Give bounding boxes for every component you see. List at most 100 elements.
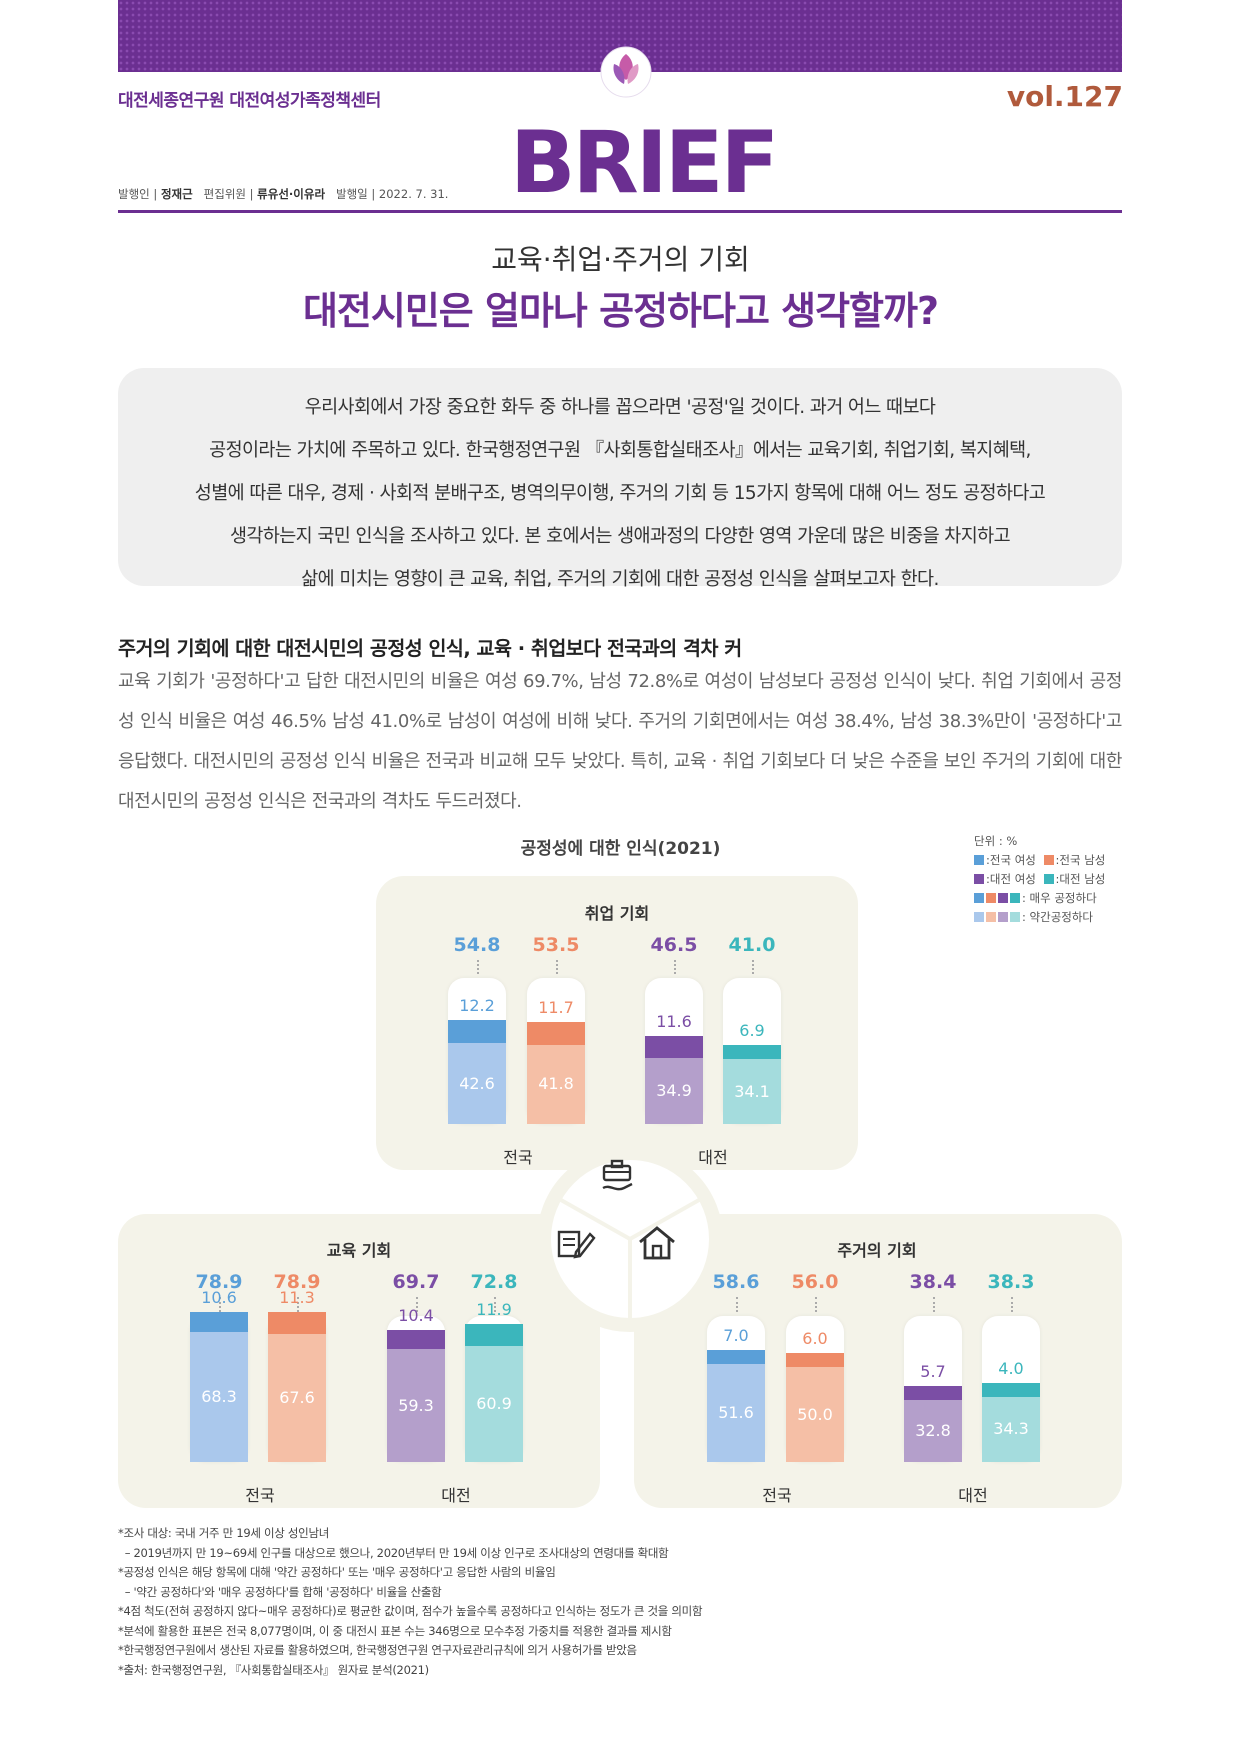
briefcase-icon	[602, 1159, 633, 1191]
intro-line: 공정이라는 가치에 주목하고 있다. 한국행정연구원 『사회통합실태조사』에서는…	[209, 440, 1031, 461]
legend-swatch	[998, 912, 1008, 922]
bar-total-label: 56.0	[791, 1271, 839, 1293]
dotted-leader	[556, 960, 558, 974]
editor-label: 편집위원 |	[203, 187, 254, 201]
footnote: *분석에 활용한 표본은 전국 8,077명이며, 이 중 대전시 표본 수는 …	[118, 1623, 672, 1638]
footnote: *조사 대상: 국내 거주 만 19세 이상 성인남녀	[118, 1526, 330, 1540]
legend-swatch	[986, 893, 996, 903]
legend-row: :대전 여성 :대전 남성	[974, 870, 1105, 889]
group-label: 대전	[441, 1486, 471, 1505]
bar-segment-very	[786, 1353, 844, 1367]
chart-legend: 단위 : % :전국 여성 :전국 남성 :대전 여성 :대전 남성 : 매우 …	[974, 832, 1105, 927]
legend-swatch	[974, 874, 984, 884]
bar-segment-very	[448, 1019, 506, 1044]
bar-segment-somewhat	[268, 1333, 326, 1462]
legend-somewhat: : 약간공정하다	[1022, 910, 1094, 924]
dotted-leader	[477, 960, 479, 974]
flower-logo-icon	[600, 46, 652, 98]
section-body: 교육 기회가 '공정하다'고 답한 대전시민의 비율은 여성 69.7%, 남성…	[118, 671, 1122, 812]
intro-text: 우리사회에서 가장 중요한 화두 중 하나를 꼽으라면 '공정'일 것이다. 과…	[150, 386, 1090, 601]
bar-somewhat-label: 60.9	[476, 1394, 512, 1414]
bar-somewhat-label: 42.6	[459, 1073, 495, 1093]
legend-swatch	[1010, 893, 1020, 903]
org-name: 대전세종연구원 대전여성가족정책센터	[118, 91, 381, 111]
group-label: 전국	[762, 1486, 792, 1505]
bar-somewhat-label: 50.0	[797, 1404, 833, 1424]
legend-item: 대전 여성	[989, 872, 1036, 886]
bar-somewhat-label: 67.6	[279, 1387, 315, 1407]
bar-total-label: 58.6	[712, 1271, 760, 1293]
legend-row: : 약간공정하다	[974, 908, 1105, 927]
legend-swatch	[986, 912, 996, 922]
panel-title: 교육 기회	[326, 1241, 392, 1260]
dotted-leader	[1011, 1297, 1013, 1312]
bar-segment-very	[904, 1385, 962, 1400]
legend-swatch	[974, 912, 984, 922]
publisher-name: 정재근	[160, 187, 193, 201]
panel-title: 취업 기회	[584, 904, 650, 923]
bar-segment-somewhat	[387, 1349, 445, 1462]
bar-segment-somewhat	[707, 1363, 765, 1462]
section-heading: 주거의 기회에 대한 대전시민의 공정성 인식, 교육 · 취업보다 전국과의 …	[118, 637, 742, 660]
bar-somewhat-label: 34.9	[656, 1080, 692, 1100]
footnote: *한국행정연구원에서 생산된 자료를 활용하였으며, 한국행정연구원 연구자료관…	[118, 1643, 637, 1657]
bar-very-label: 11.3	[279, 1288, 315, 1308]
intro-line: 삶에 미치는 영향이 큰 교육, 취업, 주거의 기회에 대한 공정성 인식을 …	[301, 569, 939, 590]
legend-very: : 매우 공정하다	[1022, 891, 1097, 905]
bar-somewhat-label: 34.3	[993, 1419, 1029, 1439]
footnote: – '약간 공정하다'와 '매우 공정하다'를 합해 '공정하다' 비율을 산출…	[118, 1584, 442, 1599]
bar-somewhat-label: 68.3	[201, 1387, 237, 1407]
bar-segment-very	[527, 1022, 585, 1045]
bar-very-label: 11.6	[656, 1011, 692, 1031]
bar-segment-very	[707, 1349, 765, 1364]
page-subtitle: 교육·취업·주거의 기회	[491, 243, 750, 276]
legend-row: :전국 여성 :전국 남성	[974, 851, 1105, 870]
bar-segment-very	[465, 1323, 523, 1347]
bar-segment-somewhat	[645, 1057, 703, 1124]
bar-very-label: 10.6	[201, 1288, 237, 1308]
intro-line: 성별에 따른 대우, 경제 · 사회적 분배구조, 병역의무이행, 주거의 기회…	[194, 483, 1046, 504]
legend-swatch	[1043, 874, 1054, 884]
bar-very-label: 11.9	[476, 1299, 512, 1319]
group-label: 대전	[698, 1148, 728, 1167]
dotted-leader	[933, 1297, 935, 1312]
bar-segment-very	[645, 1035, 703, 1058]
publication-info: 발행인 | 정재근 편집위원 | 류유선·이유라 발행일 | 2022. 7. …	[118, 186, 448, 202]
chart-title: 공정성에 대한 인식(2021)	[520, 839, 721, 859]
bar-very-label: 10.4	[398, 1305, 434, 1325]
bar-total-label: 38.3	[987, 1271, 1035, 1293]
publisher-label: 발행인 |	[118, 187, 158, 201]
bar-total-label: 53.5	[532, 934, 580, 956]
legend-item: 전국 여성	[989, 853, 1036, 867]
bar-segment-somewhat	[723, 1059, 781, 1124]
legend-item: 대전 남성	[1059, 872, 1106, 886]
legend-swatch	[998, 893, 1008, 903]
footnote: *4점 척도(전혀 공정하지 않다~매우 공정하다)로 평균한 값이며, 점수가…	[118, 1604, 703, 1618]
education-icon	[557, 1230, 596, 1259]
dotted-leader	[815, 1297, 817, 1312]
footnotes: *조사 대상: 국내 거주 만 19세 이상 성인남녀 – 2019년까지 만 …	[118, 1524, 703, 1680]
bar-very-label: 5.7	[920, 1361, 946, 1381]
bar-segment-somewhat	[465, 1346, 523, 1462]
header-band	[118, 0, 1122, 72]
legend-item: 전국 남성	[1059, 853, 1106, 867]
header-divider	[118, 210, 1122, 213]
page-title: 대전시민은 얼마나 공정하다고 생각할까?	[302, 289, 939, 333]
dotted-leader	[494, 1297, 496, 1312]
bar-very-label: 6.0	[802, 1329, 828, 1348]
bar-somewhat-label: 51.6	[718, 1402, 754, 1422]
intro-line: 생각하는지 국민 인식을 조사하고 있다. 본 호에서는 생애과정의 다양한 영…	[230, 526, 1011, 547]
legend-swatch	[1043, 855, 1054, 865]
brief-logo: BRIEF	[510, 113, 779, 213]
bar-segment-very	[268, 1312, 326, 1334]
bar-segment-very	[982, 1382, 1040, 1397]
legend-swatch	[974, 855, 984, 865]
dotted-leader	[219, 1297, 221, 1312]
bar-very-label: 12.2	[459, 995, 495, 1015]
publish-date: 발행일 | 2022. 7. 31.	[336, 187, 449, 201]
intro-box	[118, 368, 1122, 586]
legend-swatch	[974, 893, 984, 903]
group-label: 대전	[958, 1486, 988, 1505]
editor-names: 류유선·이유라	[257, 187, 326, 201]
